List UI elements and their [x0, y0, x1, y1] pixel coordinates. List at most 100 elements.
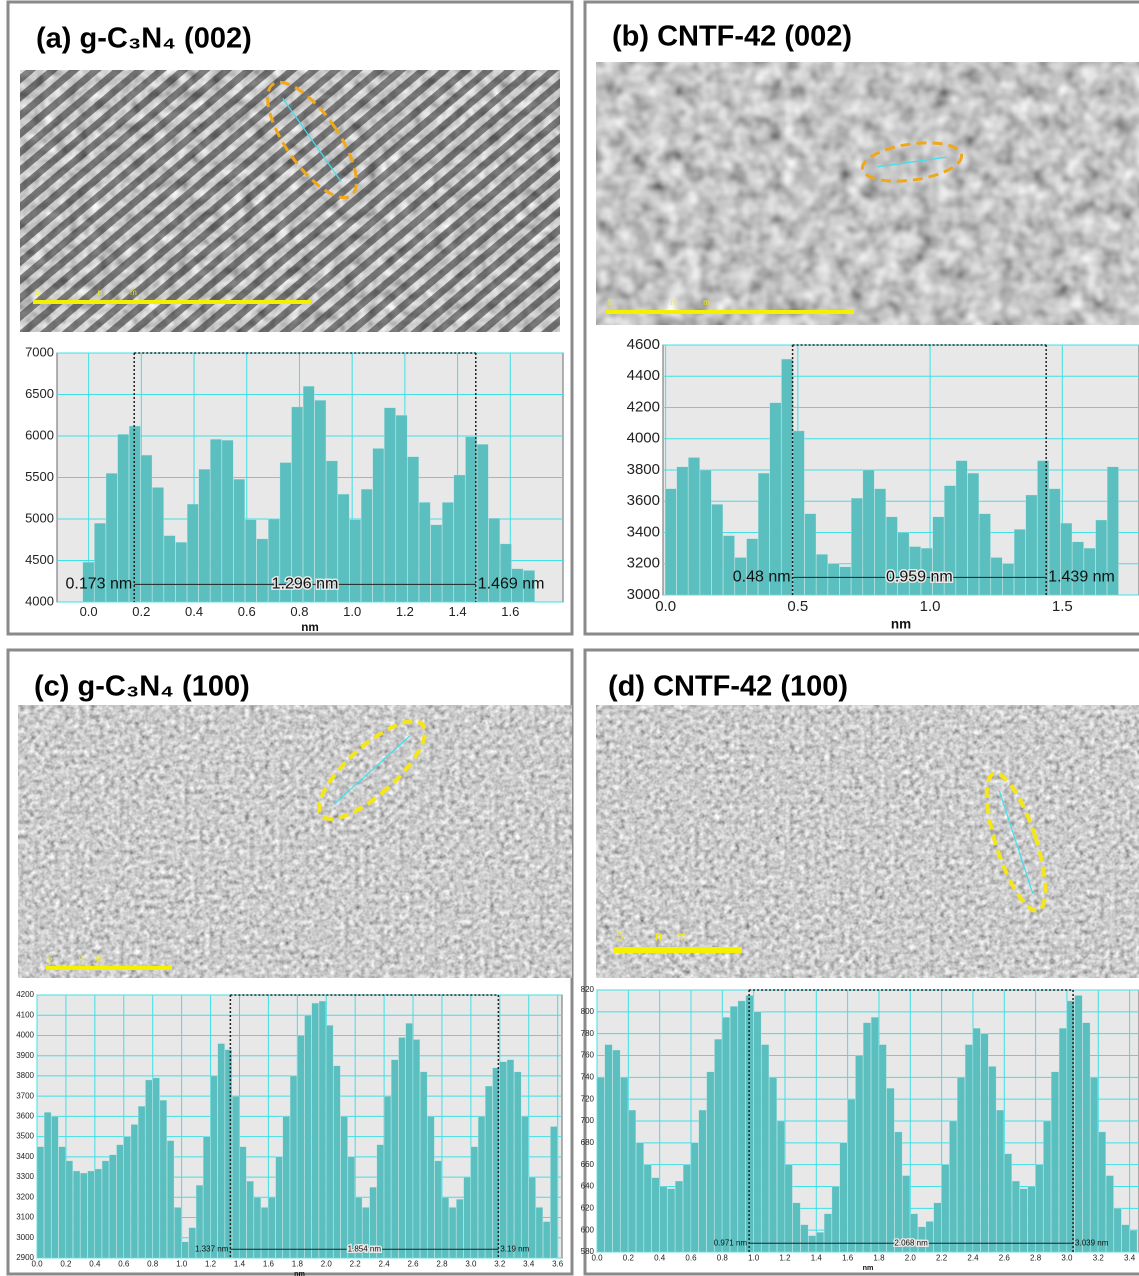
bar	[37, 1147, 44, 1258]
x-axis-label: nm	[863, 1263, 874, 1272]
y-tick-label: 3300	[16, 1172, 34, 1181]
bar	[377, 1145, 384, 1258]
y-tick-label: 3400	[627, 523, 660, 540]
bar	[968, 473, 979, 595]
bar	[239, 1147, 246, 1258]
x-tick-label: 1.6	[842, 1254, 854, 1263]
bar	[391, 1060, 398, 1258]
bar	[714, 1039, 721, 1252]
y-tick-label: 4400	[627, 367, 660, 384]
bar	[828, 564, 839, 595]
bar	[808, 1236, 815, 1252]
x-tick-label: 1.8	[292, 1260, 304, 1269]
x-tick-label: 1.4	[234, 1260, 246, 1269]
bar	[500, 544, 511, 602]
y-tick-label: 3800	[627, 461, 660, 478]
bar	[326, 1025, 333, 1258]
bar	[297, 1035, 304, 1258]
panel-title: (a) g-C₃N₄ (002)	[36, 23, 252, 55]
bar	[1003, 564, 1014, 595]
bar	[44, 1112, 51, 1258]
panel-title: (b) CNTF-42 (002)	[612, 21, 852, 53]
bar	[257, 539, 268, 602]
y-tick-label: 3700	[16, 1091, 34, 1100]
y-tick-label: 3000	[16, 1233, 34, 1242]
bar	[805, 514, 816, 595]
bar	[832, 1187, 839, 1253]
marker-label: 1.439 nm	[1048, 569, 1115, 586]
bar	[109, 1155, 116, 1258]
x-tick-label: 1.0	[343, 604, 361, 619]
bar	[419, 502, 430, 602]
bar	[887, 1088, 894, 1252]
x-tick-label: 0.4	[185, 604, 203, 619]
bar	[59, 1147, 66, 1258]
bar	[949, 1121, 956, 1252]
bar	[1122, 1225, 1129, 1252]
bar	[449, 1207, 456, 1258]
x-tick-label: 0.6	[685, 1254, 697, 1263]
bar	[747, 539, 758, 595]
x-tick-label: 2.4	[967, 1254, 979, 1263]
micrograph	[596, 62, 1139, 325]
bar	[187, 504, 198, 602]
bar	[283, 1116, 290, 1258]
y-tick-label: 3400	[16, 1152, 34, 1161]
x-tick-label: 1.5	[1052, 598, 1073, 615]
bar	[420, 1072, 427, 1258]
y-tick-label: 780	[581, 1029, 595, 1038]
y-tick-label: 700	[581, 1116, 595, 1125]
bar	[677, 467, 688, 595]
x-tick-label: 0.0	[80, 604, 98, 619]
y-tick-label: 7000	[25, 344, 54, 359]
bar	[218, 1044, 225, 1258]
marker-label: 0.971 nm	[714, 1238, 748, 1247]
bar	[1051, 1072, 1058, 1252]
bar	[934, 1203, 941, 1252]
bar	[613, 1050, 620, 1252]
scale-label: 5 nm	[48, 954, 114, 963]
y-tick-label: 680	[581, 1138, 595, 1147]
bar	[478, 1116, 485, 1258]
bar	[500, 1062, 507, 1258]
bar	[464, 1177, 471, 1258]
panel: (d) CNTF-42 (100)5 nm5806006206406606807…	[581, 650, 1139, 1274]
x-tick-label: 0.2	[60, 1260, 72, 1269]
bar	[51, 1116, 58, 1258]
bar	[408, 457, 419, 602]
bar	[292, 407, 303, 602]
bar	[699, 1110, 706, 1252]
y-tick-label: 3800	[16, 1071, 34, 1080]
scale-bar	[33, 300, 311, 304]
bar	[465, 437, 476, 602]
bar	[1004, 1154, 1011, 1252]
x-tick-label: 2.0	[321, 1260, 333, 1269]
y-tick-label: 3900	[16, 1051, 34, 1060]
y-tick-label: 4200	[627, 398, 660, 415]
panel: (c) g-C₃N₄ (100)5 nm29003000310032003300…	[8, 650, 572, 1276]
bar	[138, 1106, 145, 1258]
scale-label: 5 nm	[608, 298, 738, 307]
bar	[341, 1116, 348, 1258]
bar	[605, 1045, 612, 1252]
bar	[232, 1096, 239, 1258]
bar	[851, 498, 862, 595]
bar	[442, 502, 453, 602]
y-tick-label: 800	[581, 1007, 595, 1016]
bar	[840, 567, 851, 595]
x-tick-label: 1.4	[449, 604, 467, 619]
x-axis-label: nm	[301, 621, 319, 634]
bar	[384, 408, 395, 602]
y-tick-label: 3600	[16, 1111, 34, 1120]
x-tick-label: 2.6	[999, 1254, 1011, 1263]
micrograph	[18, 705, 572, 978]
bar	[153, 1078, 160, 1258]
bar	[895, 1132, 902, 1252]
bar	[712, 504, 723, 595]
y-tick-label: 5500	[25, 469, 54, 484]
bar	[1075, 995, 1082, 1252]
x-tick-label: 0.2	[623, 1254, 635, 1263]
bar	[628, 1110, 635, 1252]
bar	[981, 1034, 988, 1252]
x-tick-label: 1.2	[396, 604, 414, 619]
